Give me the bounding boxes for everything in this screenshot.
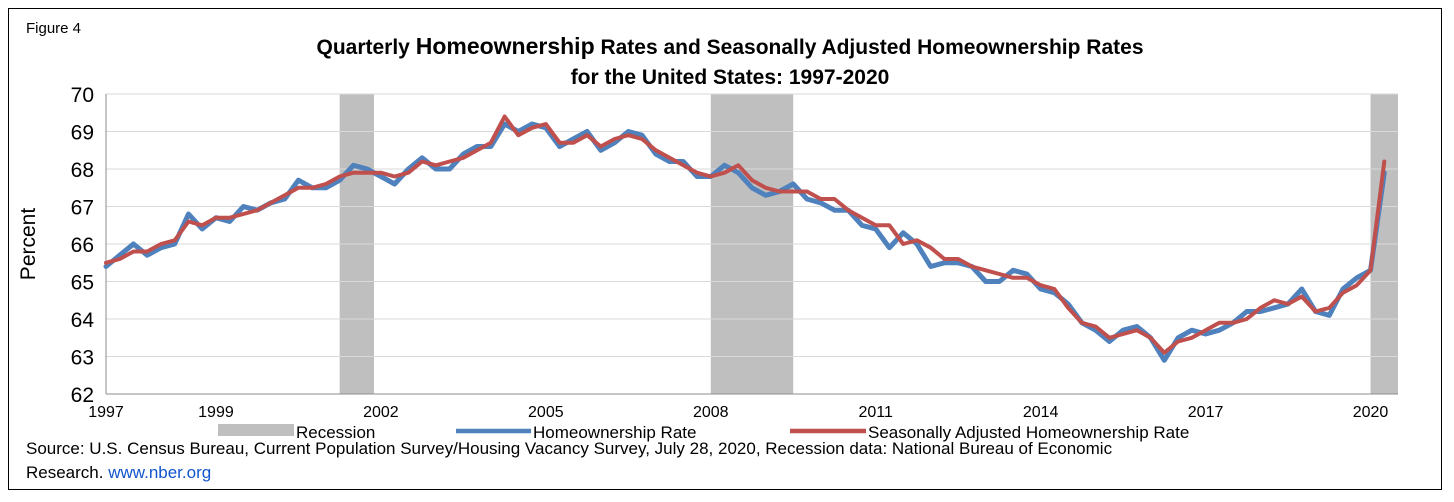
legend-label-recession: Recession <box>296 423 375 442</box>
y-tick-label: 69 <box>71 122 94 145</box>
source-text: Source: U.S. Census Bureau, Current Popu… <box>26 439 1113 458</box>
title-prefix: Quarterly <box>316 36 416 59</box>
legend-swatch-recession <box>218 424 294 436</box>
x-tick-label: 2017 <box>1188 404 1224 421</box>
x-tick-label: 1999 <box>198 404 234 421</box>
y-tick-label: 66 <box>71 234 94 257</box>
x-tick-label: 2020 <box>1353 404 1389 421</box>
x-tick-label: 2008 <box>693 404 729 421</box>
legend-label-homeownership: Homeownership Rate <box>533 423 696 442</box>
title-suffix: Rates and Seasonally Adjusted Homeowners… <box>594 36 1144 59</box>
y-axis-label: Percent <box>17 208 40 281</box>
y-tick-label: 67 <box>71 197 94 220</box>
chart-title-line1: Quarterly Homeownership Rates and Season… <box>230 31 1230 63</box>
y-tick-label: 68 <box>71 159 94 182</box>
y-tick-label: 63 <box>71 347 94 370</box>
x-tick-label: 2014 <box>1023 404 1059 421</box>
chart-title-line2: for the United States: 1997-2020 <box>570 66 890 89</box>
title-emphasis: Homeownership <box>415 33 595 59</box>
x-tick-label: 1997 <box>88 404 124 421</box>
x-tick-label: 2002 <box>363 404 399 421</box>
figure-label: Figure 4 <box>26 20 82 37</box>
x-tick-label: 2005 <box>528 404 564 421</box>
source-link[interactable]: www.nber.org <box>108 463 212 482</box>
figure-frame <box>8 8 1442 490</box>
y-tick-label: 65 <box>71 272 94 295</box>
source-note: Source: U.S. Census Bureau, Current Popu… <box>26 437 1426 485</box>
x-tick-label: 2011 <box>858 404 893 421</box>
series-line-seasonally-adjusted-rate <box>104 114 1387 355</box>
source-text-tail: Research. <box>26 463 109 482</box>
y-tick-label: 70 <box>71 84 94 107</box>
legend-label-seasonally-adjusted: Seasonally Adjusted Homeownership Rate <box>868 423 1189 442</box>
y-tick-label: 64 <box>71 309 95 332</box>
y-tick-label: 62 <box>71 384 94 407</box>
